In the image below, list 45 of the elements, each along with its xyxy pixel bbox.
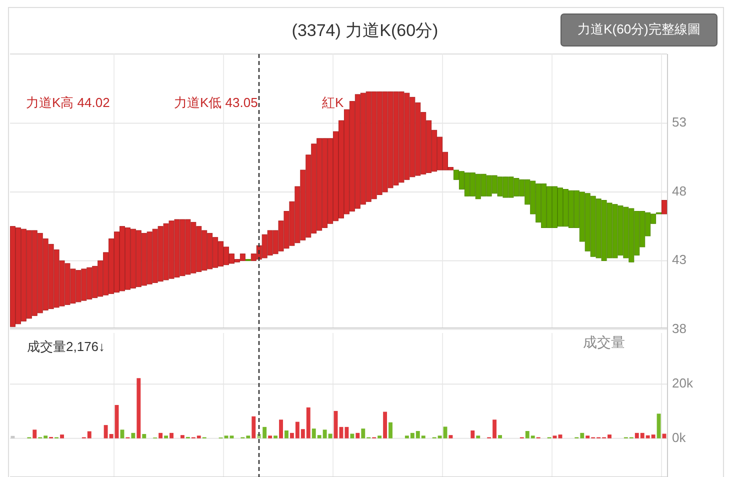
bar [32,430,37,438]
button: 力道K(60分)完整線圖 [560,14,718,46]
y-tick-label: 48 [672,183,686,198]
bar [142,434,146,438]
bar [279,420,283,438]
bar [284,430,288,438]
bar [274,436,278,438]
candlestick [662,200,667,214]
bar [448,435,453,438]
bar [230,436,234,438]
bar [252,416,256,438]
bar [10,436,15,438]
bar [60,434,64,438]
bar [476,436,480,438]
annotation: 紅K [322,95,344,110]
y-tick-label: 43 [672,252,686,268]
y-tick-label: 20k [672,376,694,391]
bar [356,432,360,438]
bar [120,430,124,438]
bar [656,414,661,438]
annotation: 力道K高 44.02 [26,95,110,110]
bar [383,412,388,438]
bar [180,435,184,438]
bar [158,432,163,438]
bar [552,436,557,438]
annotation: 力道K低 43.05 [174,95,258,110]
bar [662,434,666,438]
annotation: 成交量2,176↓ [27,339,106,354]
bar [164,436,168,438]
chart-title: (3374) 力道K(60分) [292,21,438,40]
bar [388,422,392,438]
bar [378,436,382,438]
bar [268,436,272,438]
bar [558,434,562,438]
annotation: 成交量 [583,334,625,350]
y-tick-label: 38 [672,320,686,336]
y-tick-label: 0k [672,430,686,445]
bar [136,378,141,438]
y-tick-label: 53 [672,114,686,130]
bar [498,435,502,438]
bar [170,432,174,438]
bar [262,426,267,438]
bar [131,432,136,438]
bar [350,434,354,438]
bar [470,430,475,438]
